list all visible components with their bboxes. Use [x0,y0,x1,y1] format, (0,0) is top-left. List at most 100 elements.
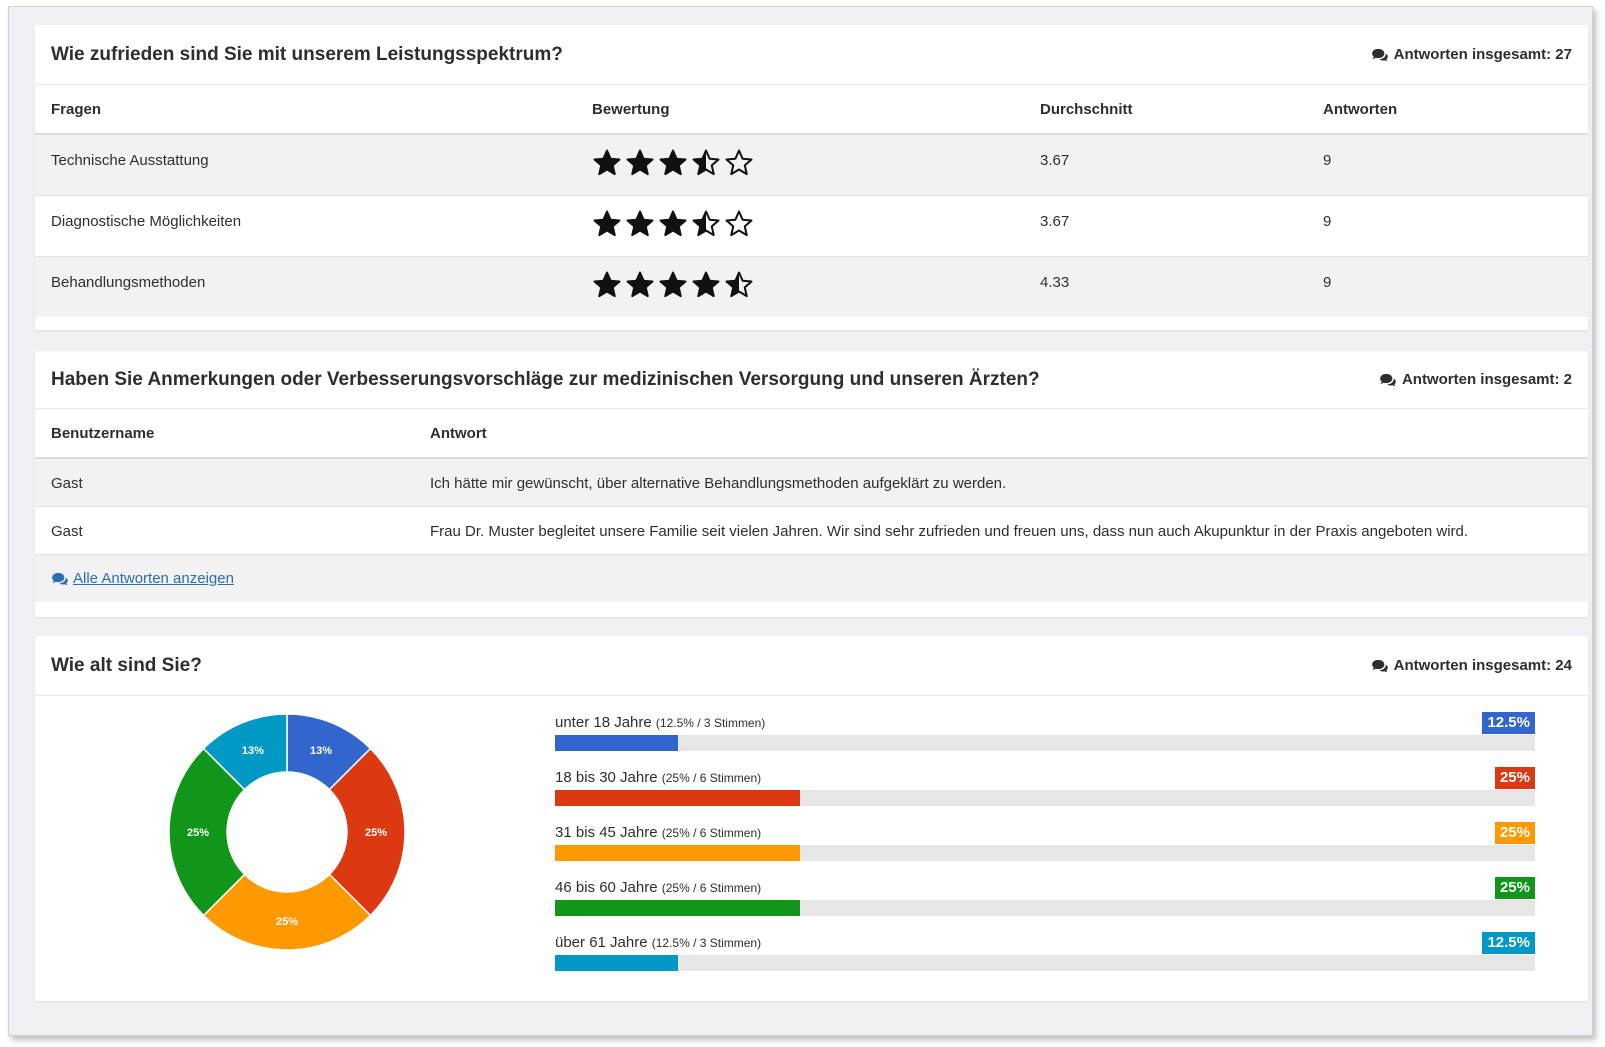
star-icon-empty [725,149,753,176]
star-icon-full [593,271,621,297]
progress-fill [555,955,678,971]
age-panel: Wie alt sind Sie? Antworten insgesamt: 2… [35,636,1588,1001]
panel-title: Wie zufrieden sind Sie mit unserem Leist… [51,43,563,65]
answers-total-label: Antworten insgesamt: 27 [1393,46,1572,63]
question-cell: Diagnostische Möglichkeiten [35,194,576,256]
age-bar-label: 18 bis 30 Jahre (25% / 6 Stimmen) [555,769,761,786]
star-icon-half [692,210,720,236]
panel-title: Haben Sie Anmerkungen oder Verbesserungs… [51,368,1040,390]
comments-icon [1380,373,1396,386]
username-cell: Gast [35,505,414,554]
progress-fill [555,900,800,916]
show-all-row: Alle Antworten anzeigen [35,554,1588,602]
star-icon-full [659,210,687,236]
star-icon-full [593,210,621,236]
percent-badge: 12.5% [1482,932,1535,954]
table-row: Gast Frau Dr. Muster begleitet unsere Fa… [35,505,1588,554]
percent-badge: 25% [1494,822,1535,844]
answers-total: Antworten insgesamt: 2 [1379,371,1572,388]
age-group-detail: (12.5% / 3 Stimmen) [655,716,766,730]
percent-badge: 12.5% [1482,712,1535,734]
show-all-answers-link[interactable]: Alle Antworten anzeigen [51,570,234,587]
progress-track [555,955,1535,971]
ratings-table: Fragen Bewertung Durchschnitt Antworten … [35,85,1588,317]
average-cell: 4.33 [1024,255,1307,317]
star-rating [592,148,1008,178]
age-bar-item: über 61 Jahre (12.5% / 3 Stimmen) 12.5% [555,932,1535,987]
comments-table: Benutzername Antwort Gast Ich hätte mir … [35,409,1588,554]
pie-slice-label: 25% [187,827,209,839]
age-group-label: 18 bis 30 Jahre [555,769,662,786]
pie-slice-label: 25% [365,827,387,839]
pie-slice[interactable] [168,747,246,917]
pie-slice[interactable] [202,873,372,951]
progress-track [555,900,1535,916]
age-bars: unter 18 Jahre (12.5% / 3 Stimmen) 12.5% 1… [555,712,1535,987]
answers-total: Antworten insgesamt: 24 [1371,657,1572,674]
show-all-label: Alle Antworten anzeigen [73,570,234,587]
panel-title: Wie alt sind Sie? [51,654,202,676]
table-row: Diagnostische Möglichkeiten 3.67 9 [35,194,1588,256]
progress-track [555,790,1535,806]
question-cell: Behandlungsmethoden [35,255,576,317]
comments-panel: Haben Sie Anmerkungen oder Verbesserungs… [35,351,1588,617]
age-group-label: unter 18 Jahre [555,714,656,731]
star-icon-half [692,149,720,176]
age-bar-item: 18 bis 30 Jahre (25% / 6 Stimmen) 25% [555,767,1535,822]
username-cell: Gast [35,457,414,506]
age-group-detail: (25% / 6 Stimmen) [661,771,762,785]
comments-icon [52,572,68,585]
progress-fill [555,735,678,751]
column-header: Antworten [1307,85,1588,135]
progress-track [555,735,1535,751]
average-cell: 3.67 [1024,194,1307,256]
percent-badge: 25% [1494,877,1535,899]
question-cell: Technische Ausstattung [35,133,576,195]
answers-cell: 9 [1307,194,1588,256]
comments-icon [1371,659,1388,672]
answers-total-label: Antworten insgesamt: 24 [1393,657,1572,674]
age-bar-item: 31 bis 45 Jahre (25% / 6 Stimmen) 25% [555,822,1535,877]
column-header: Fragen [35,85,576,135]
age-group-detail: (12.5% / 3 Stimmen) [651,936,762,950]
answers-cell: 9 [1307,133,1588,195]
age-bar-label: unter 18 Jahre (12.5% / 3 Stimmen) [555,714,765,731]
table-row: Technische Ausstattung 3.67 9 [35,133,1588,195]
rating-cell [576,133,1024,195]
panel-header: Wie zufrieden sind Sie mit unserem Leist… [35,25,1588,85]
rating-cell [576,194,1024,256]
column-header: Durchschnitt [1024,85,1307,135]
star-rating [592,270,1008,300]
pie-slice[interactable] [202,713,288,791]
star-icon-full [626,210,654,236]
answer-cell: Frau Dr. Muster begleitet unsere Familie… [414,505,1588,554]
table-row: Gast Ich hätte mir gewünscht, über alter… [35,457,1588,506]
star-icon-full [659,149,687,176]
answers-total: Antworten insgesamt: 27 [1371,46,1572,63]
progress-fill [555,845,800,861]
age-bar-item: unter 18 Jahre (12.5% / 3 Stimmen) 12.5% [555,712,1535,767]
comments-icon [1371,48,1388,61]
age-group-detail: (25% / 6 Stimmen) [661,881,762,895]
star-icon-full [593,149,621,176]
panel-header: Haben Sie Anmerkungen oder Verbesserungs… [35,351,1588,409]
age-group-label: 31 bis 45 Jahre [555,824,662,841]
age-group-label: über 61 Jahre [555,934,652,951]
ratings-panel: Wie zufrieden sind Sie mit unserem Leist… [35,25,1588,330]
star-icon-full [626,149,654,176]
panel-header: Wie alt sind Sie? Antworten insgesamt: 2… [35,636,1588,696]
table-row: Behandlungsmethoden 4.33 9 [35,255,1588,317]
star-icon-full [692,271,720,297]
star-icon-full [626,271,654,297]
screenshot-frame: Wie zufrieden sind Sie mit unserem Leist… [8,6,1593,1036]
column-header: Bewertung [576,85,1024,135]
star-icon-half [725,271,753,297]
pie-slice-label: 25% [276,916,298,928]
rating-cell [576,255,1024,317]
progress-track [555,845,1535,861]
star-rating [592,209,1008,239]
pie-slice[interactable] [328,747,406,917]
answers-cell: 9 [1307,255,1588,317]
answers-total-label: Antworten insgesamt: 2 [1401,371,1572,388]
pie-slice-label: 13% [242,745,264,757]
